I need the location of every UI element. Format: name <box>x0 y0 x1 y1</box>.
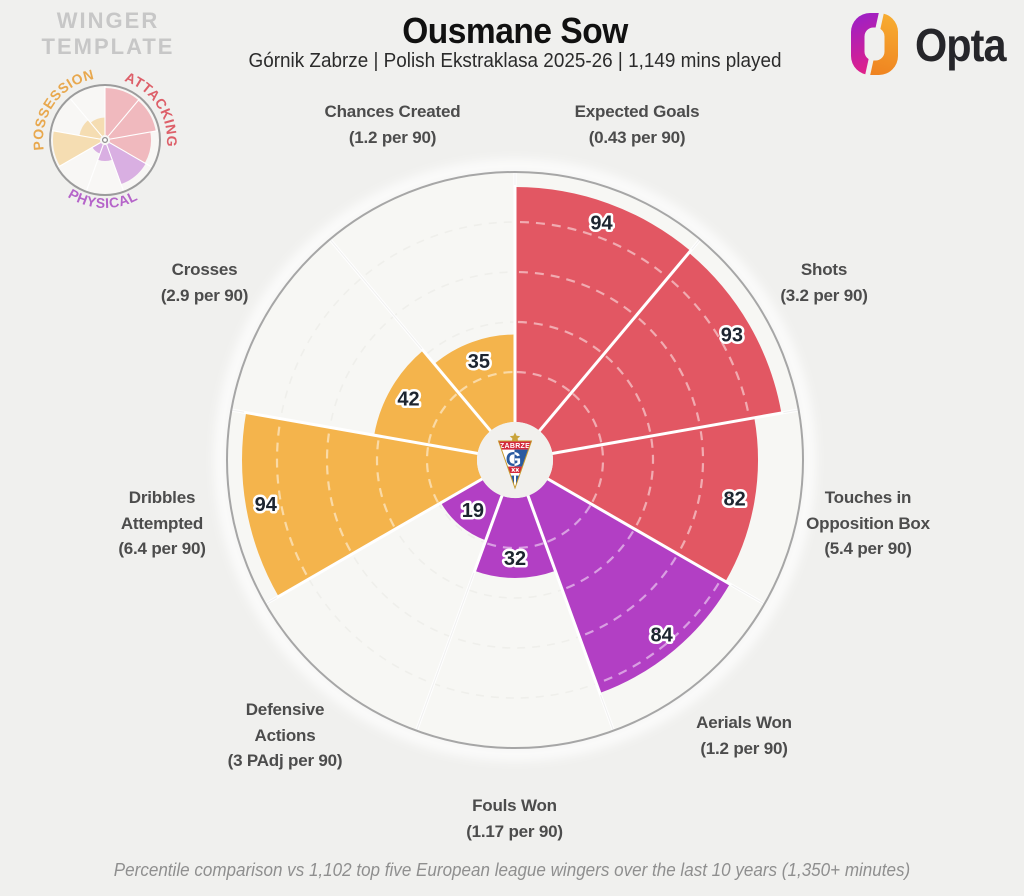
svg-text:ZABRZE: ZABRZE <box>500 443 530 450</box>
svg-text:Opta: Opta <box>915 20 1007 72</box>
svg-text:G: G <box>506 449 522 471</box>
svg-text:94: 94 <box>590 212 613 234</box>
svg-text:42: 42 <box>397 389 419 411</box>
svg-text:32: 32 <box>504 548 526 570</box>
svg-text:94: 94 <box>255 494 278 516</box>
svg-text:G: G <box>506 449 522 471</box>
svg-text:93: 93 <box>721 325 743 347</box>
svg-text:35: 35 <box>468 351 490 373</box>
svg-text:82: 82 <box>723 489 745 511</box>
svg-text:19: 19 <box>462 500 484 522</box>
svg-text:84: 84 <box>650 625 673 647</box>
